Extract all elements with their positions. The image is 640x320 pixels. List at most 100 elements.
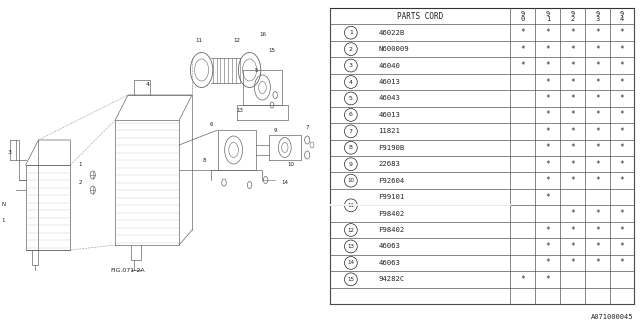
Text: 4: 4 [349,79,353,84]
Text: 12: 12 [348,228,355,233]
Text: *: * [545,94,550,103]
Text: 4: 4 [145,83,149,87]
Text: *: * [570,160,575,169]
Text: *: * [595,242,600,251]
Text: *: * [520,275,525,284]
Text: *: * [620,176,624,185]
Text: *: * [545,127,550,136]
Text: *: * [570,110,575,119]
Text: 10: 10 [348,178,355,183]
Text: 9: 9 [620,11,624,17]
Text: 6: 6 [349,112,353,117]
Text: *: * [595,143,600,152]
Text: 10: 10 [288,163,294,167]
Text: *: * [595,160,600,169]
Text: *: * [595,209,600,218]
Text: F9190B: F9190B [378,145,404,151]
Text: 9: 9 [546,11,550,17]
Text: *: * [520,44,525,54]
Text: 7: 7 [349,129,353,134]
Text: 13: 13 [237,108,243,113]
Text: *: * [620,143,624,152]
Text: 15: 15 [269,47,275,52]
Text: *: * [545,258,550,268]
Text: 6: 6 [209,123,213,127]
Text: *: * [570,127,575,136]
Text: *: * [620,127,624,136]
Text: *: * [570,143,575,152]
Text: 13: 13 [348,244,355,249]
Text: 8: 8 [349,145,353,150]
Text: 4: 4 [620,16,624,22]
Text: *: * [620,94,624,103]
Text: *: * [545,226,550,235]
Text: 46063: 46063 [378,244,400,250]
Text: *: * [570,77,575,86]
Text: 11: 11 [195,37,202,43]
Text: 1: 1 [1,218,5,222]
Text: *: * [545,61,550,70]
Text: *: * [520,28,525,37]
Text: *: * [570,226,575,235]
Text: 46063: 46063 [378,260,400,266]
Text: 15: 15 [348,277,355,282]
Text: 11: 11 [348,203,355,208]
Text: *: * [620,258,624,268]
Text: 1: 1 [78,163,82,167]
Text: *: * [545,176,550,185]
Text: 46022B: 46022B [378,30,404,36]
Text: FIG.071-2A: FIG.071-2A [111,268,145,273]
Text: *: * [620,160,624,169]
Text: *: * [545,44,550,54]
Text: F92604: F92604 [378,178,404,184]
Text: *: * [570,28,575,37]
Text: N600009: N600009 [378,46,409,52]
Text: *: * [545,275,550,284]
Text: *: * [570,176,575,185]
Text: *: * [595,44,600,54]
Text: *: * [520,61,525,70]
Text: *: * [595,258,600,268]
Text: N: N [1,203,5,207]
Text: 9: 9 [349,162,353,167]
Text: *: * [620,242,624,251]
Text: 9: 9 [273,127,277,132]
Text: 3: 3 [8,150,12,155]
Text: *: * [595,61,600,70]
Text: 11821: 11821 [378,128,400,134]
Text: 3: 3 [349,63,353,68]
Text: *: * [595,226,600,235]
Text: *: * [595,176,600,185]
Text: *: * [595,77,600,86]
Text: 9: 9 [596,11,600,17]
Text: *: * [545,160,550,169]
Text: 22683: 22683 [378,161,400,167]
Text: A071000045: A071000045 [591,314,634,320]
Text: *: * [545,193,550,202]
Text: *: * [620,77,624,86]
Text: *: * [620,28,624,37]
Text: 9: 9 [571,11,575,17]
Text: F99101: F99101 [378,194,404,200]
Text: *: * [545,143,550,152]
Text: *: * [620,226,624,235]
Text: *: * [545,110,550,119]
Text: 46013: 46013 [378,112,400,118]
Text: PARTS CORD: PARTS CORD [397,12,443,21]
Text: *: * [595,94,600,103]
Text: 3: 3 [596,16,600,22]
Text: *: * [570,94,575,103]
Text: *: * [545,242,550,251]
Text: 14: 14 [282,180,288,185]
Text: *: * [620,209,624,218]
Text: 5: 5 [254,68,258,73]
Text: 9: 9 [521,11,525,17]
Text: *: * [620,61,624,70]
Text: *: * [545,77,550,86]
Text: 2: 2 [349,47,353,52]
Text: 14: 14 [348,260,355,265]
Text: *: * [570,61,575,70]
Text: 46013: 46013 [378,79,400,85]
Text: 12: 12 [234,37,240,43]
Text: 46043: 46043 [378,95,400,101]
